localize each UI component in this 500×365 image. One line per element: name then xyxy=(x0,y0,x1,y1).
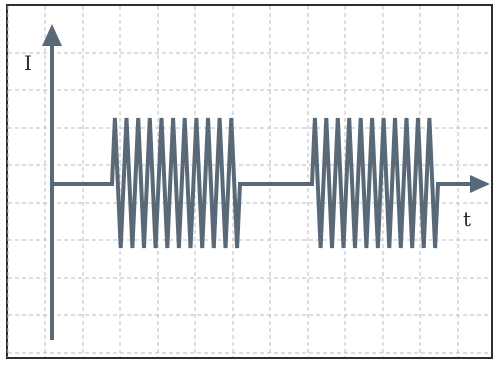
y-axis-label: I xyxy=(24,51,32,75)
axes xyxy=(42,24,490,340)
x-axis-arrow xyxy=(470,175,490,193)
signal-waveform xyxy=(52,117,474,249)
grid xyxy=(7,6,491,357)
diagram-frame xyxy=(6,4,493,359)
y-axis-arrow xyxy=(42,24,62,46)
x-axis-label: t xyxy=(463,207,471,231)
